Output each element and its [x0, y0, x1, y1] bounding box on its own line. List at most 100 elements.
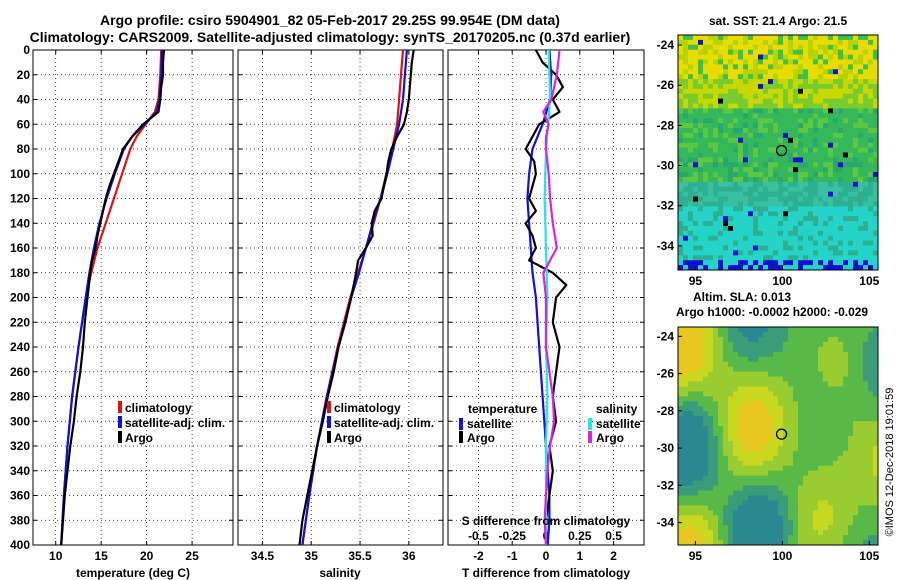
map-cell [833, 225, 839, 232]
map-cell [748, 371, 754, 377]
map-cell [823, 172, 829, 178]
map-cell [818, 406, 824, 412]
map-cell [813, 221, 819, 227]
map-cell [688, 137, 694, 144]
map-cell [848, 431, 854, 437]
map-cell [733, 327, 739, 333]
map-cell [753, 431, 759, 437]
map-cell [688, 123, 694, 129]
y-tick-label: 340 [10, 464, 30, 478]
map-cell [798, 176, 804, 183]
map-cell [828, 460, 834, 467]
map-cell [808, 59, 814, 65]
map-cell [868, 431, 874, 437]
map-cell [863, 351, 869, 358]
map-cell [833, 206, 839, 212]
map-cell [748, 142, 754, 149]
map-cell [843, 426, 849, 432]
map-cell [858, 245, 864, 251]
map-cell [848, 255, 854, 261]
map-cell [713, 386, 719, 392]
map-cell [853, 128, 859, 134]
map-cell [778, 201, 784, 207]
map-cell [823, 167, 829, 173]
map-cell [823, 327, 829, 333]
map-cell [863, 147, 869, 153]
map-cell [853, 460, 859, 467]
map-cell [708, 88, 714, 95]
map-cell [728, 445, 734, 452]
map-cell [748, 201, 754, 207]
map-cell [733, 426, 739, 432]
map-cell [783, 201, 789, 207]
map-cell [763, 123, 769, 129]
map-cell [813, 346, 819, 353]
map-cell [753, 445, 759, 452]
map-cell [808, 520, 814, 526]
map-cell [778, 216, 784, 222]
map-cell [678, 361, 684, 368]
map-cell [848, 490, 854, 496]
map-cell [718, 221, 724, 227]
map-cell [853, 108, 859, 114]
map-cell [678, 162, 684, 168]
map-cell [763, 436, 769, 442]
map-cell [818, 421, 824, 427]
map-cell [683, 103, 689, 109]
map-cell [833, 450, 839, 457]
map-cell [813, 132, 819, 139]
map-cell [873, 118, 878, 124]
map-cell [758, 455, 764, 462]
map-cell [833, 93, 839, 100]
map-cell [848, 83, 854, 90]
map-cell [693, 64, 699, 70]
map-cell [763, 500, 769, 506]
map-cell [858, 118, 864, 124]
map-cell [858, 235, 864, 242]
map-cell [678, 381, 684, 387]
map-cell [688, 361, 694, 368]
map-cell [683, 132, 689, 139]
map-cell [688, 411, 694, 417]
map-cell [738, 196, 744, 202]
map-cell [863, 64, 869, 70]
map-cell [873, 336, 878, 343]
map-cell [838, 505, 844, 511]
map-cell [818, 79, 824, 85]
map-cell [818, 147, 824, 153]
map-cell [863, 137, 869, 144]
map-cell [858, 211, 864, 217]
map-cell [763, 245, 769, 251]
map-cell [763, 351, 769, 358]
map-cell [823, 83, 829, 90]
map-cell [688, 540, 694, 545]
map-cell [758, 176, 764, 183]
map-cell [838, 142, 844, 149]
map-cell [748, 93, 754, 100]
map-cell [693, 123, 699, 129]
map-cell [868, 460, 874, 467]
map-cell [788, 327, 794, 333]
map-cell [868, 88, 874, 95]
map-cell [838, 440, 844, 447]
map-cell [783, 470, 789, 477]
map-cell [833, 221, 839, 227]
map-cell [818, 386, 824, 392]
map-cell [793, 346, 799, 353]
map-cell [783, 132, 789, 139]
map-cell [708, 510, 714, 516]
map-cell [678, 260, 684, 266]
map-cell [733, 465, 739, 472]
map-cell [793, 361, 799, 368]
map-cell [828, 485, 834, 491]
map-cell [793, 381, 799, 387]
map-cell [853, 250, 859, 256]
map-cell [808, 245, 814, 251]
map-cell [708, 465, 714, 472]
map-cell [738, 83, 744, 90]
map-cell [793, 411, 799, 417]
map-cell [853, 137, 859, 144]
map-cell [693, 445, 699, 452]
map-cell [718, 351, 724, 358]
map-cell [818, 361, 824, 368]
